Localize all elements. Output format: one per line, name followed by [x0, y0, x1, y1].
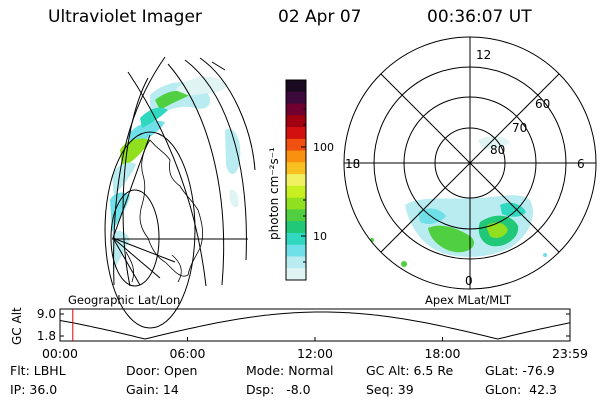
colorbar-cell [286, 268, 306, 281]
status-ip: IP: 36.0 [10, 382, 58, 397]
colorbar-unit-label: photon cm⁻²s⁻¹ [267, 147, 281, 240]
polar-plot: 12 18 6 0 60 70 80 [343, 36, 597, 290]
instrument-title: Ultraviolet Imager [48, 7, 202, 27]
colorbar-cell [286, 127, 306, 140]
colorbar-cell [286, 221, 306, 234]
alt-ytick-1-8: 1.8 [37, 329, 56, 343]
colorbar-cell [286, 138, 306, 152]
auroral-emission-apex [370, 136, 547, 267]
alt-xtick-0600: 06:00 [169, 346, 205, 361]
status-door: Door: Open [126, 363, 198, 378]
status-flt: Flt: LBHL [10, 363, 66, 378]
mlt-label-0: 0 [465, 274, 473, 288]
status-glon: GLon: 42.3 [485, 382, 557, 397]
colorbar-cell [286, 115, 306, 128]
colorbar-cell [286, 185, 306, 199]
status-gain: Gain: 14 [126, 382, 179, 397]
colorbar-cell [286, 197, 306, 210]
geographic-panel-label: Geographic Lat/Lon [68, 293, 180, 307]
alt-ylabel: GC Alt [10, 307, 24, 345]
colorbar-cell [286, 174, 306, 187]
colorbar-cell [286, 162, 306, 175]
alt-xtick-1200: 12:00 [297, 346, 333, 361]
lat-label-60: 60 [535, 97, 550, 111]
colorbar: 100 10 photon cm⁻²s⁻¹ [267, 79, 334, 281]
colorbar-cell [286, 103, 306, 116]
colorbar-cell [286, 256, 306, 269]
alt-xtick-2359: 23:59 [552, 346, 588, 361]
geographic-map [104, 56, 256, 329]
status-seq: Seq: 39 [366, 382, 414, 397]
colorbar-cell [286, 232, 306, 246]
mlt-label-12: 12 [476, 48, 491, 62]
alt-xtick-1800: 18:00 [424, 346, 460, 361]
colorbar-cell [286, 80, 306, 93]
status-dsp: Dsp: -8.0 [246, 382, 311, 397]
colorbar-cell [286, 91, 306, 105]
colorbar-cell [286, 209, 306, 222]
colorbar-tick-10: 10 [313, 230, 327, 243]
colorbar-tick-100: 100 [313, 141, 334, 154]
date-label: 02 Apr 07 [278, 7, 362, 27]
time-label: 00:36:07 UT [427, 7, 532, 27]
mlt-label-18: 18 [345, 157, 360, 171]
status-gcalt: GC Alt: 6.5 Re [366, 363, 454, 378]
status-mode: Mode: Normal [246, 363, 334, 378]
lat-label-70: 70 [512, 121, 527, 135]
lat-label-80: 80 [490, 143, 505, 157]
status-glat: GLat: -76.9 [485, 363, 555, 378]
alt-xtick-0000: 00:00 [42, 346, 78, 361]
altitude-plot: 9.0 1.8 GC Alt 00:00 06:00 12:00 18:00 2… [10, 307, 588, 361]
colorbar-cell [286, 150, 306, 163]
mlt-label-6: 6 [577, 157, 585, 171]
auroral-emission-geographic [110, 76, 241, 270]
alt-ytick-9: 9.0 [37, 307, 56, 321]
colorbar-cell [286, 244, 306, 257]
apex-panel-label: Apex MLat/MLT [425, 293, 512, 307]
